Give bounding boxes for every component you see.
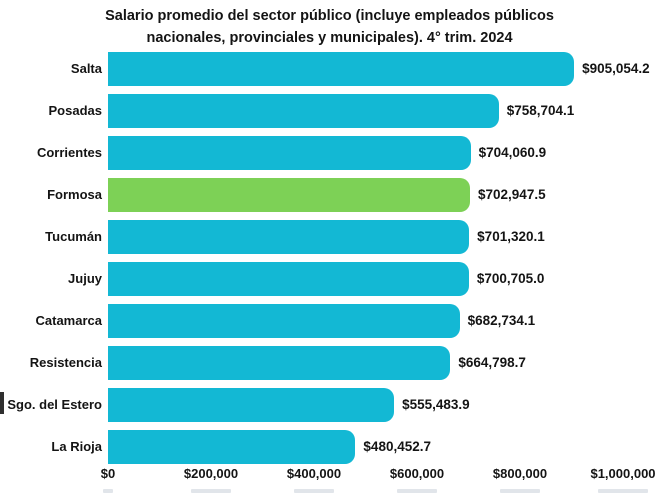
tick-ghost-artifact-2 bbox=[294, 489, 334, 493]
bar-tucuman bbox=[108, 220, 470, 254]
value-label-tucuman: $701,320.1 bbox=[477, 229, 545, 244]
x-tick-label-4: $800,000 bbox=[492, 466, 548, 481]
value-label-posadas: $758,704.1 bbox=[506, 103, 575, 118]
x-tick-label-3: $600,000 bbox=[389, 466, 445, 481]
bar-la-rioja bbox=[108, 430, 356, 464]
value-label-sgo-del-estero: $555,483.9 bbox=[402, 397, 470, 412]
chart-title: Salario promedio del sector público (inc… bbox=[0, 5, 659, 49]
x-tick-label-1: $200,000 bbox=[183, 466, 239, 481]
bar-posadas bbox=[108, 94, 499, 128]
tick-ghost-artifact-0 bbox=[103, 489, 113, 493]
bar-resistencia bbox=[108, 346, 451, 380]
value-label-la-rioja: $480,452.7 bbox=[363, 439, 431, 454]
x-tick-label-2: $400,000 bbox=[286, 466, 342, 481]
value-label-salta: $905,054.2 bbox=[582, 61, 650, 76]
category-label-jujuy: Jujuy bbox=[68, 271, 102, 286]
chart-title-line-2: nacionales, provinciales y municipales).… bbox=[146, 30, 513, 46]
x-tick-label-5: $1,000,000 bbox=[590, 466, 656, 481]
value-label-resistencia: $664,798.7 bbox=[458, 355, 526, 370]
bar-catamarca bbox=[108, 304, 460, 338]
tick-ghost-artifact-4 bbox=[500, 489, 540, 493]
bar-formosa-highlighted bbox=[108, 178, 471, 212]
category-label-catamarca: Catamarca bbox=[35, 313, 103, 328]
bar-corrientes bbox=[108, 136, 471, 170]
bar-salta bbox=[108, 52, 575, 86]
category-label-sgo-del-estero: Sgo. del Estero bbox=[7, 397, 102, 412]
tick-ghost-artifact-3 bbox=[397, 489, 437, 493]
chart-title-line-1: Salario promedio del sector público (inc… bbox=[105, 8, 554, 24]
value-label-jujuy: $700,705.0 bbox=[476, 271, 545, 286]
category-label-la-rioja: La Rioja bbox=[51, 439, 102, 454]
value-label-corrientes: $704,060.9 bbox=[478, 145, 547, 160]
value-label-catamarca: $682,734.1 bbox=[467, 313, 536, 328]
category-label-resistencia: Resistencia bbox=[29, 355, 102, 370]
tick-ghost-artifact-5 bbox=[598, 489, 648, 493]
x-tick-label-0: $0 bbox=[100, 466, 116, 481]
category-label-salta: Salta bbox=[70, 61, 102, 76]
bar-sgo-del-estero bbox=[108, 388, 395, 422]
bar-jujuy bbox=[108, 262, 469, 296]
clipped-label-artifact bbox=[0, 392, 4, 414]
category-label-corrientes: Corrientes bbox=[36, 145, 102, 160]
category-label-formosa: Formosa bbox=[47, 187, 102, 202]
category-label-posadas: Posadas bbox=[48, 103, 102, 118]
category-label-tucuman: Tucumán bbox=[45, 229, 102, 244]
tick-ghost-artifact-1 bbox=[191, 489, 231, 493]
value-label-formosa: $702,947.5 bbox=[478, 187, 546, 202]
